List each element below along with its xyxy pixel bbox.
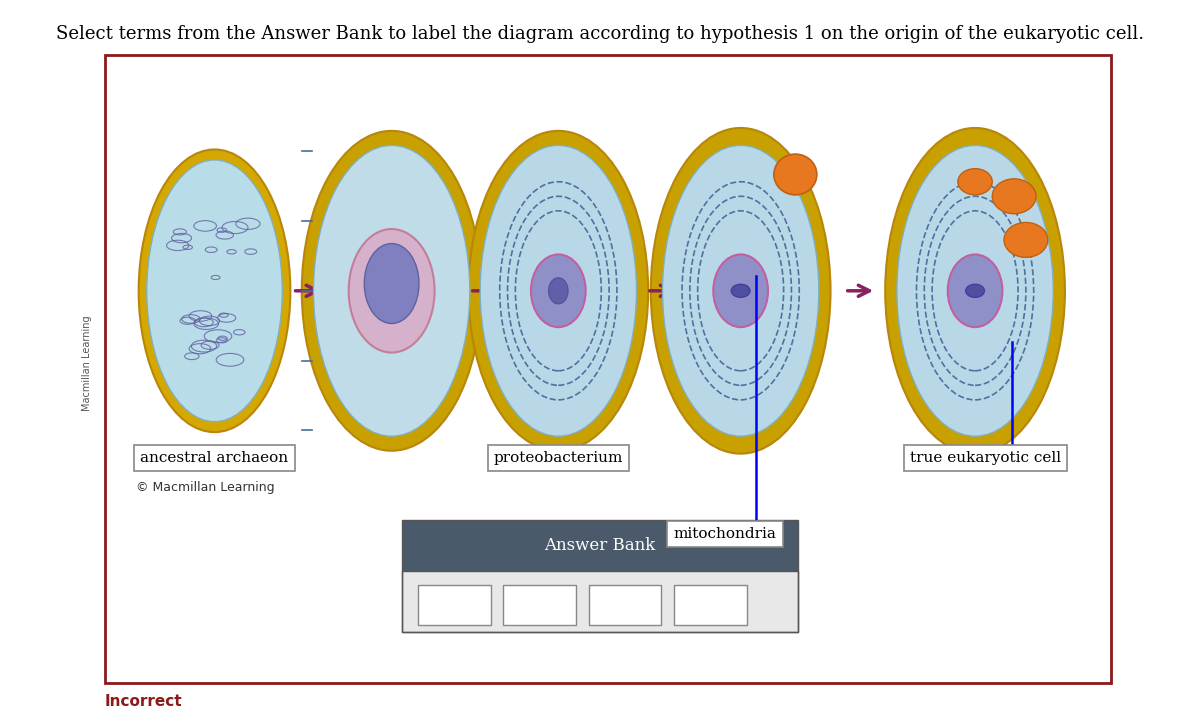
Ellipse shape [992,179,1036,214]
FancyBboxPatch shape [402,520,798,571]
Ellipse shape [886,128,1064,454]
Ellipse shape [948,254,1002,327]
Ellipse shape [896,145,1054,436]
Ellipse shape [313,145,469,436]
Circle shape [966,284,984,297]
Text: mitochondria: mitochondria [673,527,776,542]
FancyBboxPatch shape [106,55,1110,683]
Ellipse shape [468,131,648,451]
Ellipse shape [713,254,768,327]
Text: Macmillan Learning: Macmillan Learning [83,316,92,411]
FancyBboxPatch shape [418,585,491,625]
Ellipse shape [146,160,282,422]
FancyBboxPatch shape [588,585,661,625]
Text: © Macmillan Learning: © Macmillan Learning [137,481,275,494]
FancyBboxPatch shape [402,571,798,632]
Ellipse shape [774,154,817,195]
Ellipse shape [139,150,290,432]
Ellipse shape [662,145,818,436]
Text: proteobacterium: proteobacterium [493,451,623,465]
Text: Answer Bank: Answer Bank [545,537,655,554]
Ellipse shape [650,128,830,454]
Circle shape [731,284,750,297]
Ellipse shape [349,229,434,353]
Ellipse shape [301,131,481,451]
Text: true eukaryotic cell: true eukaryotic cell [910,451,1061,465]
Text: Incorrect: Incorrect [106,694,182,709]
Text: Select terms from the Answer Bank to label the diagram according to hypothesis 1: Select terms from the Answer Bank to lab… [56,25,1144,44]
Ellipse shape [530,254,586,327]
Ellipse shape [958,169,992,195]
FancyBboxPatch shape [503,585,576,625]
Ellipse shape [365,244,419,324]
Ellipse shape [548,278,568,304]
FancyBboxPatch shape [674,585,746,625]
Ellipse shape [1004,222,1048,257]
Text: ancestral archaeon: ancestral archaeon [140,451,288,465]
Ellipse shape [480,145,636,436]
